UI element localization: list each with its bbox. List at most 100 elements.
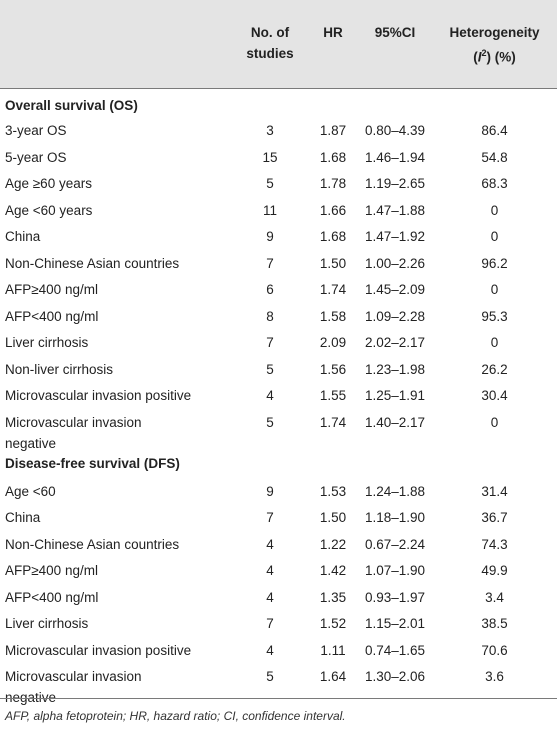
row-heterogeneity: 54.8 — [481, 149, 508, 165]
row-ci: 1.18–1.90 — [364, 510, 426, 525]
row-ci: 1.15–2.01 — [364, 616, 426, 631]
row-heterogeneity: 49.9 — [481, 563, 508, 578]
col-header-studies-line2: studies — [246, 46, 294, 61]
row-hr: 2.09 — [319, 335, 347, 350]
row-studies: 8 — [266, 308, 274, 324]
row-hr: 1.11 — [320, 642, 346, 658]
row-heterogeneity: 3.6 — [485, 669, 504, 684]
row-hr: 1.22 — [319, 536, 347, 552]
row-studies: 3 — [266, 123, 274, 138]
row-ci: 1.30–2.06 — [364, 669, 426, 684]
row-hr: 1.50 — [319, 255, 347, 271]
section-title-dfs: Disease-free survival (DFS) — [5, 455, 180, 471]
col-header-heterogeneity: Heterogeneity (I2) (%) — [432, 22, 557, 68]
row-ci: 1.47–1.88 — [364, 202, 426, 218]
row-heterogeneity: 30.4 — [481, 388, 508, 403]
row-label-line2: negative — [5, 690, 57, 705]
row-hr: 1.53 — [319, 483, 347, 499]
bottom-rule — [0, 698, 557, 699]
row-studies: 7 — [266, 616, 274, 631]
row-label: China — [5, 510, 41, 525]
row-label: AFP<400 ng/ml — [5, 308, 99, 324]
row-ci: 1.25–1.91 — [364, 388, 426, 403]
row-label: Liver cirrhosis — [5, 616, 89, 631]
row-studies: 7 — [266, 510, 274, 525]
row-ci: 1.07–1.90 — [364, 563, 426, 578]
row-label: 5-year OS — [5, 149, 67, 165]
row-studies: 5 — [266, 176, 274, 191]
row-heterogeneity: 0 — [490, 202, 499, 218]
row-label: Age <60 — [5, 483, 56, 499]
row-studies: 4 — [266, 589, 274, 605]
row-studies: 9 — [266, 229, 274, 244]
section-title-os: Overall survival (OS) — [5, 98, 138, 113]
row-studies: 4 — [266, 642, 274, 658]
row-label: Non-Chinese Asian countries — [5, 255, 180, 271]
row-label: Liver cirrhosis — [5, 335, 89, 350]
header-rule — [0, 88, 557, 89]
row-hr: 1.66 — [319, 202, 347, 218]
row-label: Non-liver cirrhosis — [5, 361, 114, 377]
row-ci: 1.24–1.88 — [364, 483, 426, 499]
row-heterogeneity: 0 — [490, 414, 499, 430]
row-heterogeneity: 0 — [490, 282, 499, 297]
row-label-line1: Microvascular invasion — [5, 669, 142, 684]
row-hr: 1.35 — [319, 589, 347, 605]
col-header-hr: HR — [323, 25, 343, 40]
row-heterogeneity: 74.3 — [481, 536, 508, 552]
row-hr: 1.42 — [319, 563, 347, 578]
row-hr: 1.52 — [319, 616, 347, 631]
row-ci: 0.74–1.65 — [364, 642, 426, 658]
row-label-line1: Microvascular invasion — [5, 414, 142, 430]
row-label: Non-Chinese Asian countries — [5, 536, 180, 552]
row-hr: 1.74 — [319, 414, 347, 430]
row-heterogeneity: 36.7 — [481, 510, 508, 525]
row-studies: 4 — [266, 563, 274, 578]
row-hr: 1.56 — [319, 361, 347, 377]
row-label: Microvascular invasion positive — [5, 642, 192, 658]
row-label: 3-year OS — [5, 123, 67, 138]
row-label: AFP<400 ng/ml — [5, 589, 99, 605]
col-header-studies: No. of studies — [232, 22, 308, 64]
row-ci: 1.47–1.92 — [364, 229, 426, 244]
row-ci: 1.23–1.98 — [364, 361, 426, 377]
col-header-het-line1: Heterogeneity — [449, 25, 540, 40]
row-hr: 1.64 — [319, 669, 347, 684]
row-heterogeneity: 0 — [490, 335, 499, 350]
row-label: Microvascular invasion negative — [5, 412, 230, 454]
row-studies: 7 — [266, 255, 274, 271]
row-ci: 0.67–2.24 — [364, 536, 426, 552]
row-ci: 0.93–1.97 — [364, 589, 426, 605]
row-heterogeneity: 68.3 — [481, 176, 508, 191]
row-ci: 1.46–1.94 — [364, 149, 426, 165]
row-studies: 4 — [266, 388, 274, 403]
row-studies: 7 — [266, 335, 274, 350]
table-header-band — [0, 0, 557, 88]
row-hr: 1.50 — [319, 510, 347, 525]
row-ci: 1.19–2.65 — [364, 176, 426, 191]
row-ci: 1.09–2.28 — [364, 308, 426, 324]
row-label: Age <60 years — [5, 202, 93, 218]
row-ci: 0.80–4.39 — [364, 123, 426, 138]
row-ci: 1.45–2.09 — [364, 282, 426, 297]
row-label: AFP≥400 ng/ml — [5, 563, 98, 578]
row-heterogeneity: 86.4 — [481, 123, 508, 138]
row-studies: 5 — [266, 414, 274, 430]
row-studies: 11 — [262, 202, 277, 218]
row-label-line2: negative — [5, 435, 57, 451]
row-heterogeneity: 70.6 — [481, 642, 508, 658]
row-ci: 1.40–2.17 — [364, 414, 426, 430]
row-ci: 1.00–2.26 — [364, 255, 426, 271]
col-header-het-line2: (I2) (%) — [473, 48, 516, 65]
row-studies: 15 — [262, 149, 278, 165]
row-label: Microvascular invasion negative — [5, 666, 230, 708]
row-heterogeneity: 95.3 — [481, 308, 508, 324]
row-heterogeneity: 31.4 — [481, 483, 508, 499]
row-studies: 5 — [266, 669, 274, 684]
row-label: Microvascular invasion positive — [5, 388, 192, 403]
row-studies: 4 — [266, 536, 274, 552]
row-hr: 1.87 — [319, 123, 347, 138]
row-hr: 1.68 — [319, 229, 347, 244]
row-ci: 2.02–2.17 — [364, 335, 426, 350]
